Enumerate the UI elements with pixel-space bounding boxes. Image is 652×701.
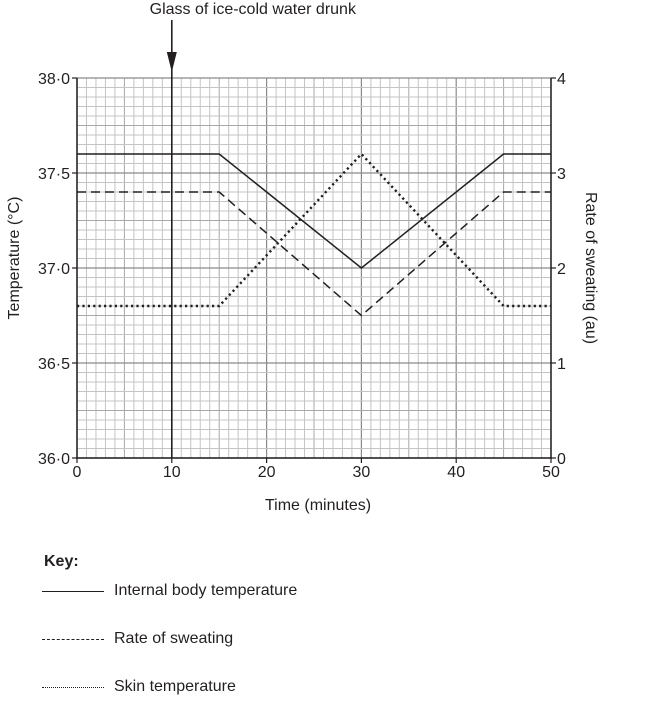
right-tick-label: 1: [557, 356, 566, 373]
right-tick-label: 3: [557, 166, 566, 183]
left-tick-label: 37·5: [38, 166, 70, 183]
chart-grid: [76, 77, 552, 459]
x-tick-label: 0: [73, 464, 82, 481]
rate-of-sweating-line: [77, 191, 551, 317]
right-axis-label: Rate of sweating (au): [582, 192, 599, 344]
key-item-skin-temperature: Skin temperature: [42, 676, 236, 698]
x-tick-label: 50: [542, 464, 560, 481]
left-tick-label: 37·0: [38, 261, 70, 278]
skin-temperature-line: [77, 152, 551, 308]
dotted-line-swatch: [42, 686, 104, 688]
solid-line-swatch: [42, 590, 104, 592]
x-tick-label: 40: [447, 464, 465, 481]
key-label: Skin temperature: [114, 678, 236, 695]
arrow-down-icon: [166, 52, 177, 72]
x-tick-label: 30: [353, 464, 371, 481]
right-tick-label: 0: [557, 451, 566, 468]
x-tick-label: 20: [258, 464, 276, 481]
annotation-label: Glass of ice-cold water drunk: [150, 1, 357, 18]
x-tick-label: 10: [163, 464, 181, 481]
x-axis-label: Time (minutes): [265, 497, 371, 514]
left-tick-label: 38·0: [38, 71, 70, 88]
annotation-arrow: [166, 20, 177, 458]
left-tick-label: 36·0: [38, 451, 70, 468]
key-label: Rate of sweating: [114, 630, 234, 647]
key-title: Key:: [44, 553, 79, 570]
key-label: Internal body temperature: [114, 582, 298, 599]
right-tick-label: 4: [557, 71, 566, 88]
dashed-line-swatch: [42, 638, 104, 640]
right-tick-label: 2: [557, 261, 566, 278]
left-axis-label: Temperature (°C): [6, 197, 23, 320]
key-item-internal-body-temperature: Internal body temperature: [42, 580, 297, 602]
left-tick-label: 36·5: [38, 356, 70, 373]
key-item-rate-of-sweating: Rate of sweating: [42, 628, 233, 650]
